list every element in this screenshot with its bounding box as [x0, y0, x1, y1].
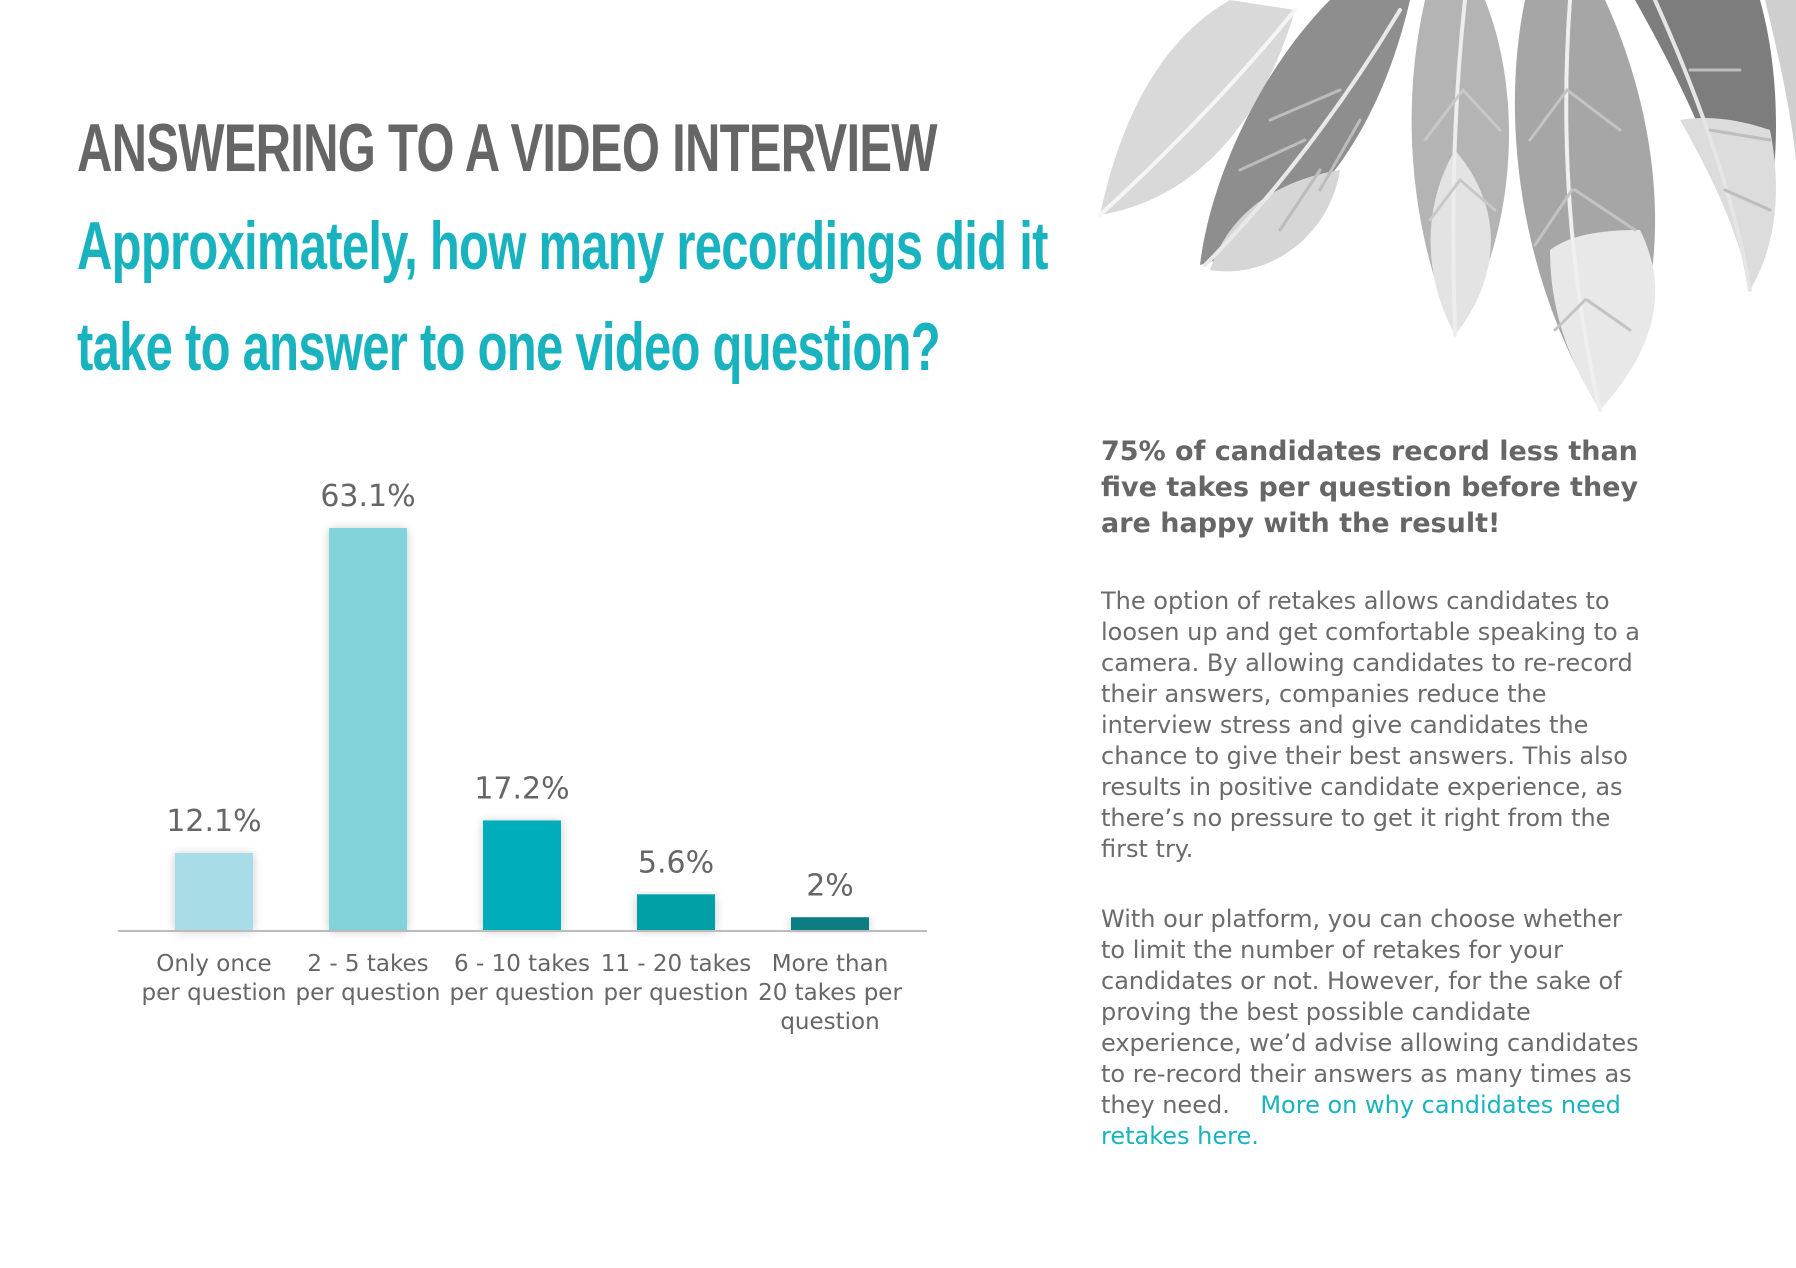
- category-label-1: Only once per question: [142, 951, 287, 1006]
- category-label-line: 6 - 10 takes: [454, 951, 590, 977]
- leaves-illustration-icon: [1098, 0, 1796, 412]
- category-label-line: 20 takes per: [758, 980, 902, 1006]
- category-label-line: per question: [142, 980, 287, 1006]
- survey-question-line-2: take to answer to one video question?: [77, 309, 941, 385]
- category-label-line: Only once: [156, 951, 271, 977]
- category-label-4: 11 - 20 takes per question: [601, 951, 752, 1006]
- category-label-line: per question: [450, 980, 595, 1006]
- category-label-line: per question: [296, 980, 441, 1006]
- category-label-line: 2 - 5 takes: [307, 951, 428, 977]
- value-label-5: 2%: [806, 868, 854, 903]
- bar-5: [791, 917, 869, 930]
- survey-question: Approximately, how many recordings did i…: [77, 196, 1048, 398]
- value-label-3: 17.2%: [474, 771, 569, 806]
- section-title: ANSWERING TO A VIDEO INTERVIEW: [77, 110, 937, 186]
- category-label-3: 6 - 10 takes per question: [450, 951, 595, 1006]
- bar-2: [329, 528, 407, 930]
- category-label-line: 11 - 20 takes: [601, 951, 752, 977]
- retakes-paragraph-2: With our platform, you can choose whethe…: [1101, 904, 1641, 1152]
- category-label-2: 2 - 5 takes per question: [296, 951, 441, 1006]
- key-insight-text: 75% of candidates record less than five …: [1101, 436, 1639, 539]
- bar-3: [483, 820, 561, 930]
- category-label-line: per question: [604, 980, 749, 1006]
- labels-layer: 12.1% Only once per question 63.1% 2 - 5 tak…: [142, 479, 903, 1035]
- retakes-more-link[interactable]: More on why candidates need retakes here…: [1101, 1091, 1621, 1150]
- bar-4: [637, 894, 715, 930]
- survey-question-line-1: Approximately, how many recordings did i…: [77, 208, 1048, 284]
- category-label-line: More than: [772, 951, 889, 977]
- retakes-paragraph-1: The option of retakes allows candidates …: [1101, 587, 1640, 863]
- bars-layer: [175, 528, 869, 930]
- category-label-line: question: [780, 1009, 879, 1035]
- value-label-2: 63.1%: [320, 479, 415, 514]
- bar-chart: 12.1% Only once per question 63.1% 2 - 5 tak…: [118, 479, 927, 1035]
- category-label-5: More than 20 takes per question: [758, 951, 902, 1035]
- bar-1: [175, 852, 253, 930]
- value-label-4: 5.6%: [638, 845, 714, 880]
- value-label-1: 12.1%: [166, 804, 261, 839]
- retakes-paragraph-2-text: With our platform, you can choose whethe…: [1101, 905, 1639, 1119]
